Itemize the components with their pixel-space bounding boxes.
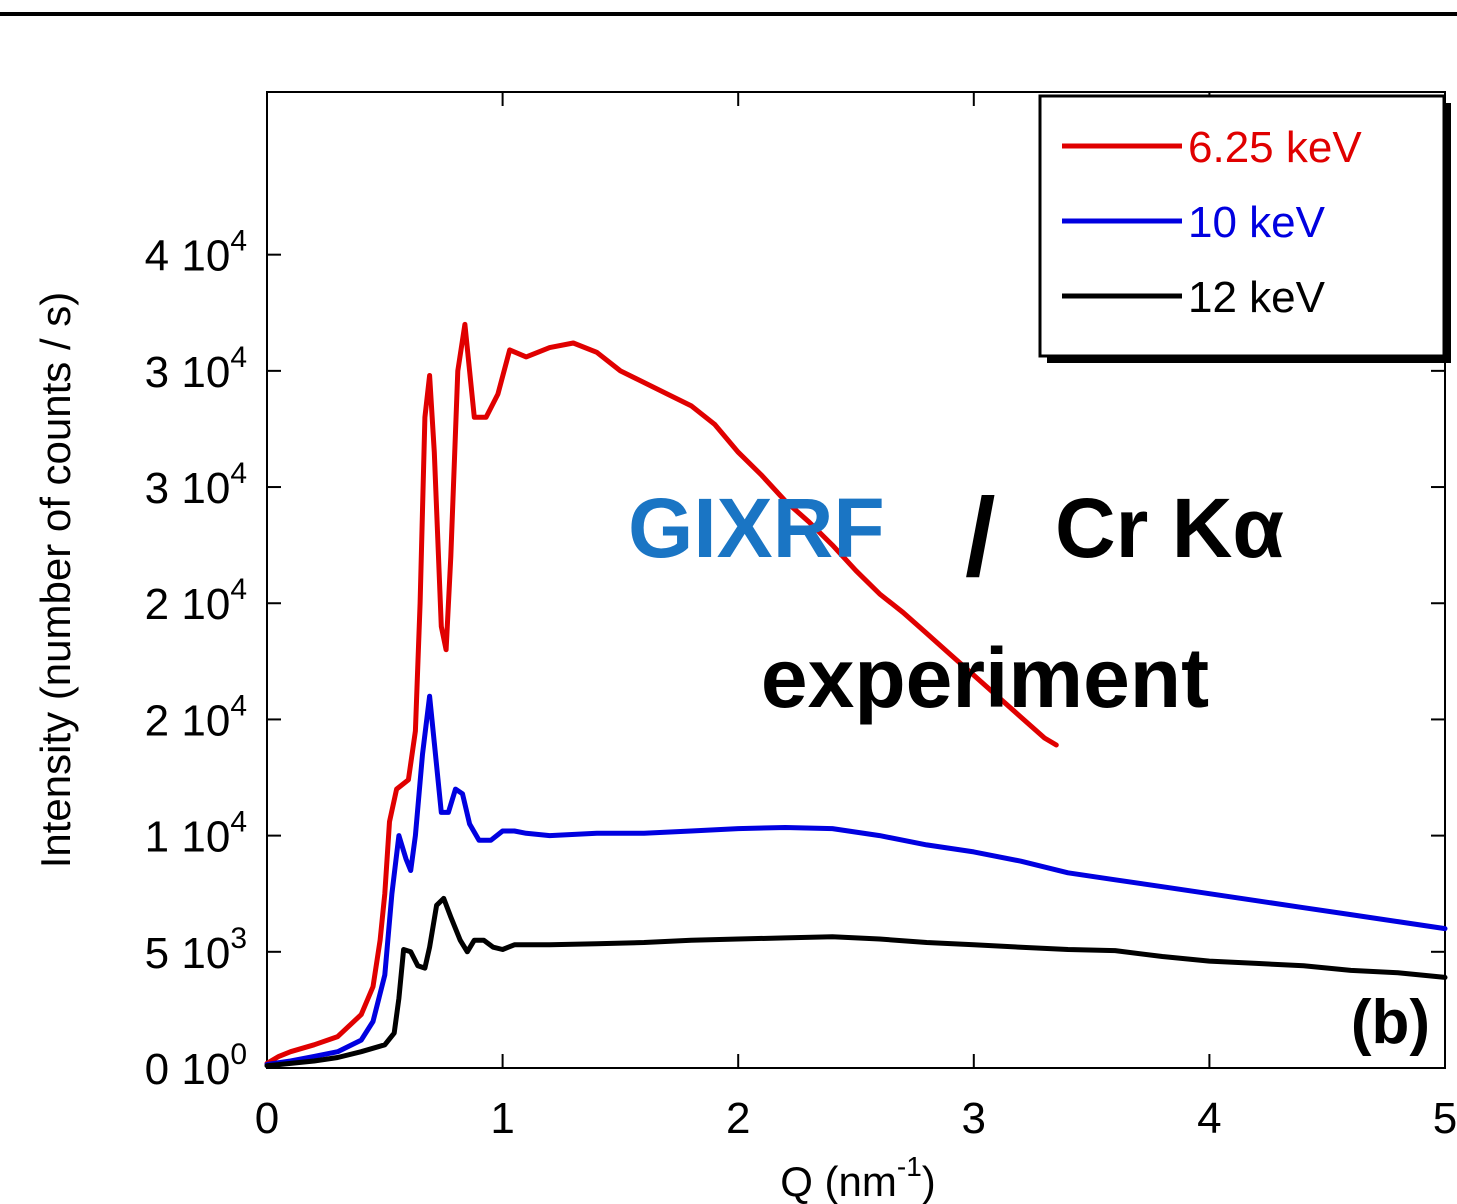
x-tick-label-1: 1 xyxy=(490,1094,514,1143)
x-tick-label-5: 5 xyxy=(1433,1094,1457,1143)
series-line-0 xyxy=(264,321,1059,1066)
x-tick-label-4: 4 xyxy=(1197,1094,1221,1143)
legend: 6.25 keV 10 keV 12 keV xyxy=(1038,94,1451,363)
legend-items: 6.25 keV 10 keV 12 keV xyxy=(1062,123,1362,322)
x-axis-title: Q (nm-1) xyxy=(780,1151,936,1204)
panel-label: (b) xyxy=(1351,988,1430,1057)
annotation-gixrf: GIXRF xyxy=(628,481,885,575)
legend-label-0: 6.25 keV xyxy=(1188,123,1362,172)
annotation-experiment: experiment xyxy=(761,631,1209,725)
y-tick-label-4: 2 104 xyxy=(145,573,247,629)
y-tick-label-5: 3 104 xyxy=(145,457,247,513)
x-tick-label-0: 0 xyxy=(255,1094,279,1143)
y-tick-label-6: 3 104 xyxy=(145,341,247,397)
legend-label-1: 10 keV xyxy=(1188,198,1326,247)
series-line-1 xyxy=(264,693,1448,1067)
x-tick-labels: 0 1 2 3 4 5 xyxy=(255,1094,1457,1143)
series-line-2 xyxy=(264,895,1448,1069)
x-tick-label-3: 3 xyxy=(962,1094,986,1143)
annotation-title: GIXRF / Cr Kα experiment (b) xyxy=(628,476,1430,1057)
x-tick-label-2: 2 xyxy=(726,1094,750,1143)
annotation-slash: / xyxy=(965,476,996,599)
y-tick-labels: 0 100 5 103 1 104 2 104 2 104 3 104 3 104 4 104 xyxy=(145,225,247,1094)
y-tick-label-2: 1 104 xyxy=(145,806,247,862)
plot-frame xyxy=(266,91,1446,1069)
series-lines xyxy=(264,321,1448,1069)
y-tick-label-3: 2 104 xyxy=(145,689,247,745)
y-tick-label-0: 0 100 xyxy=(145,1038,247,1094)
legend-label-2: 12 keV xyxy=(1188,273,1326,322)
annotation-cr-kalpha: Cr Kα xyxy=(1055,481,1284,575)
y-tick-label-7: 4 104 xyxy=(145,225,247,281)
legend-box xyxy=(1038,94,1446,358)
y-axis-title: Intensity (number of counts / s) xyxy=(32,292,79,869)
y-tick-label-1: 5 103 xyxy=(145,922,247,978)
